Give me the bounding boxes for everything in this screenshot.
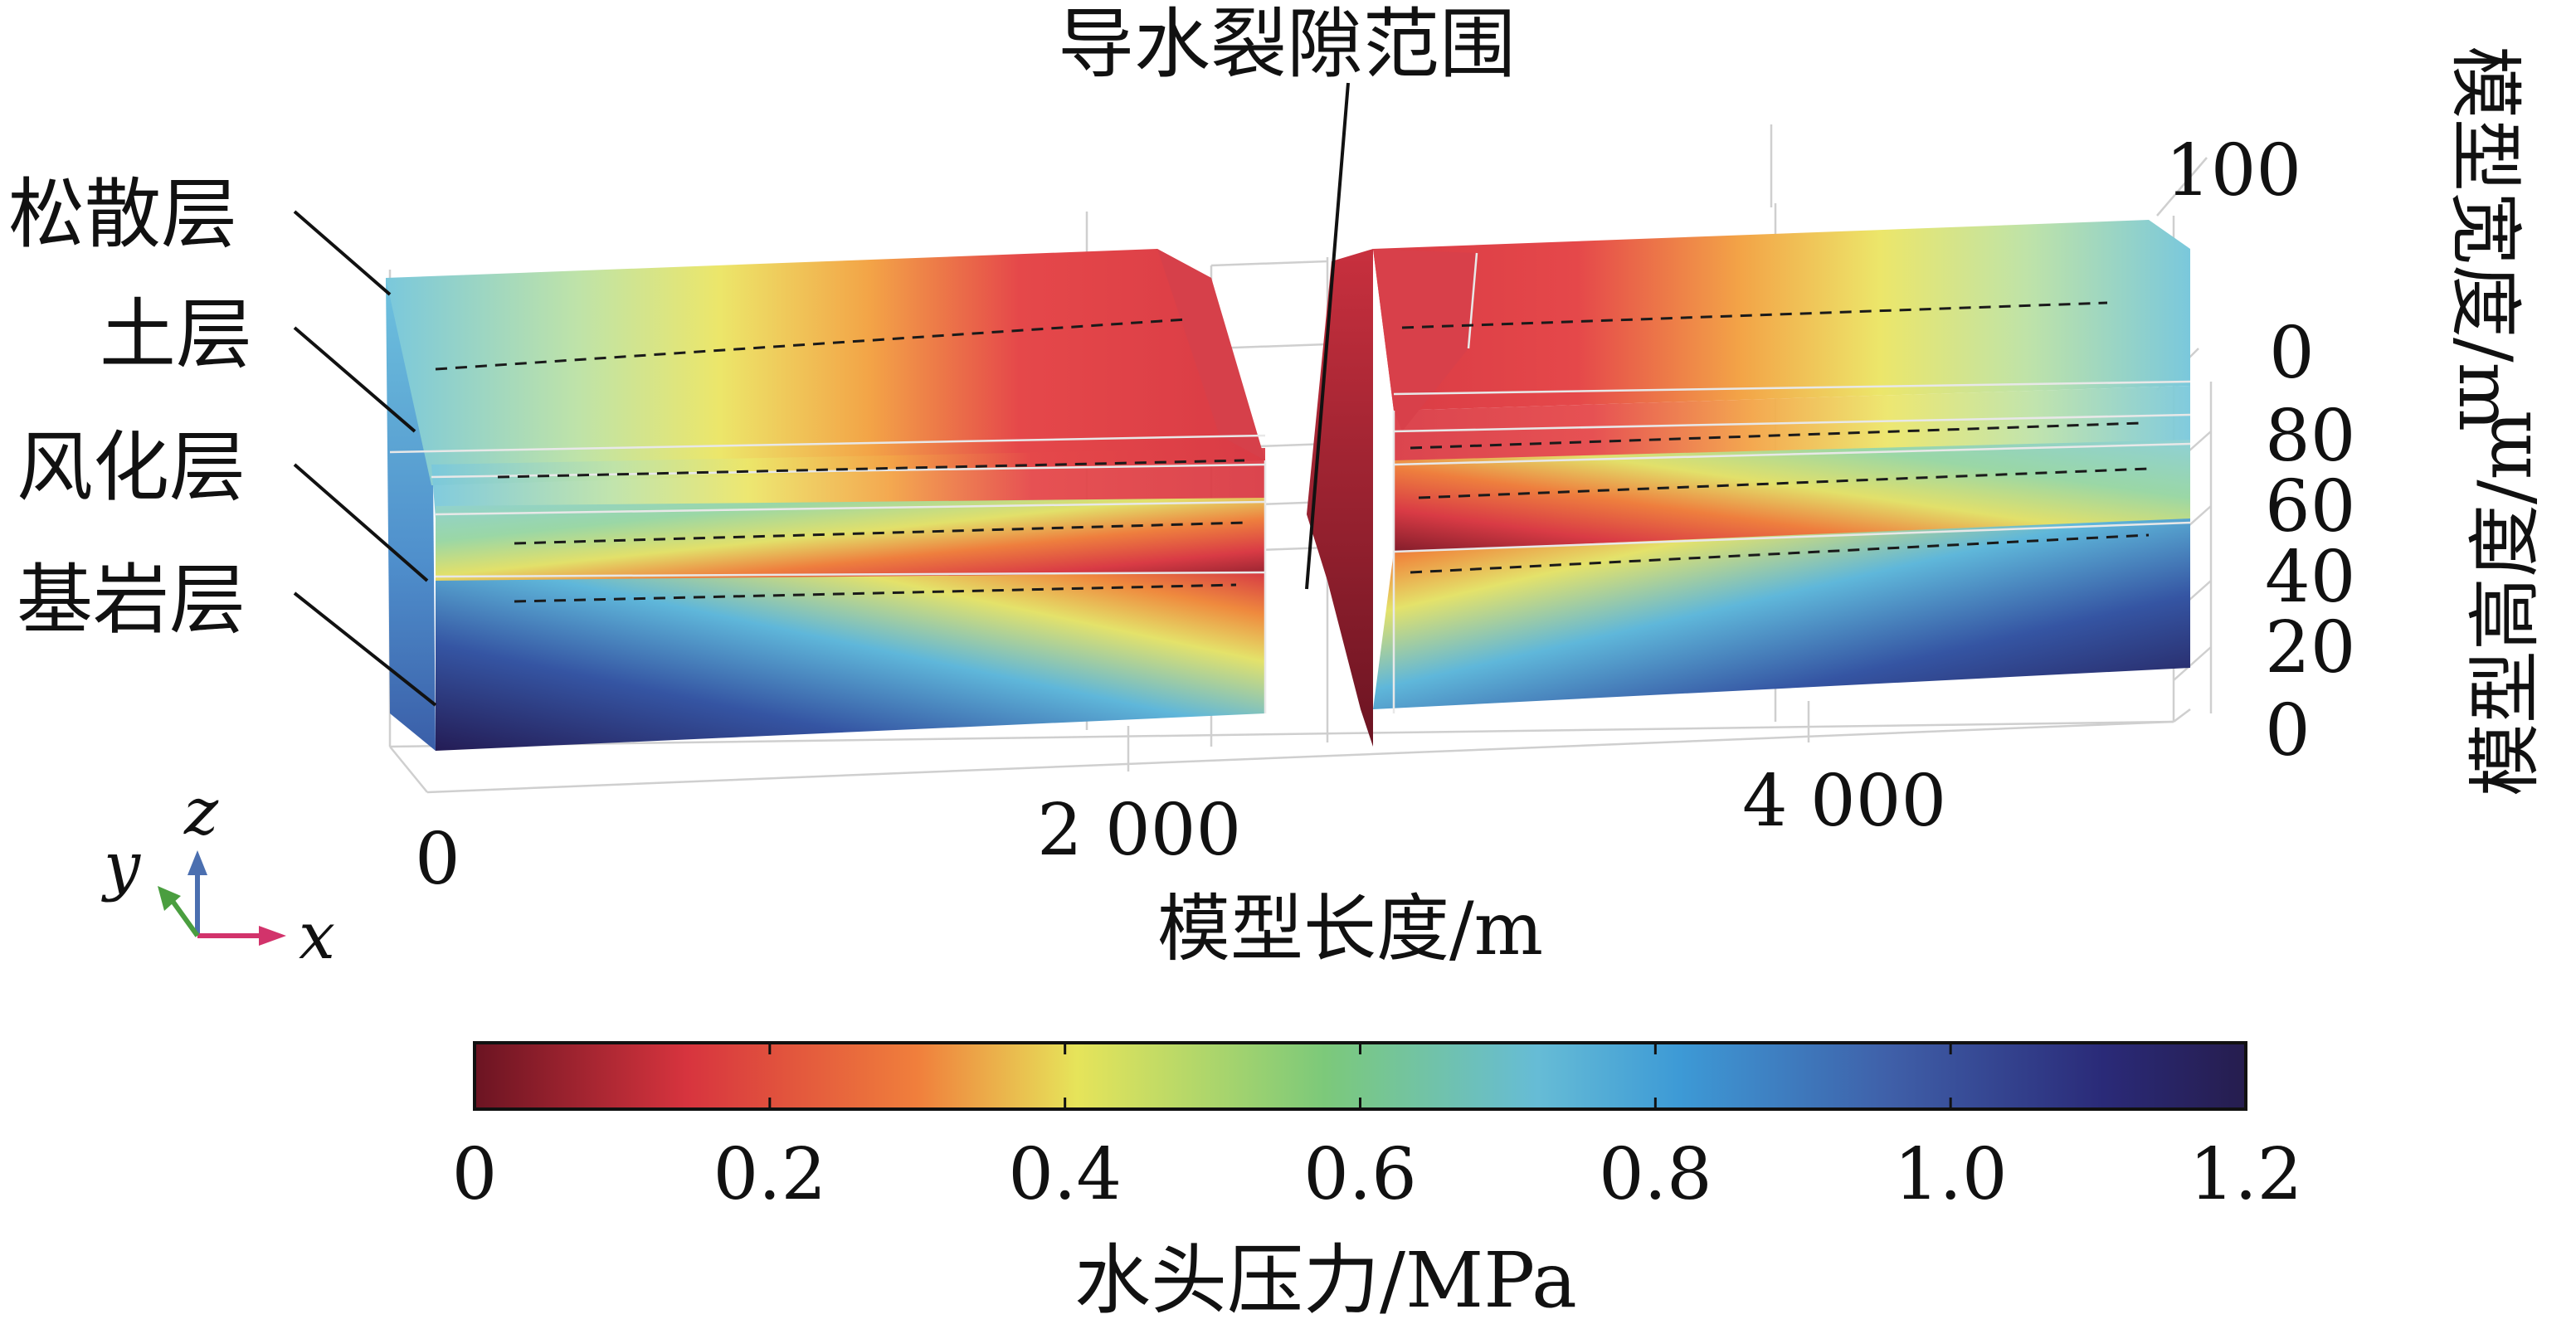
triad-z-arrow-icon (187, 850, 207, 875)
colorbar-tick-label: 1.0 (1894, 1133, 2008, 1216)
left-loose-layer (386, 249, 1265, 485)
colorbar: 0 0.2 0.4 0.6 0.8 1.0 1.2 水头压力/MPa (452, 1041, 2303, 1324)
layer-label-loose: 松散层 (8, 170, 237, 259)
leader-lines (293, 82, 1350, 707)
colorbar-tick-label: 0 (452, 1133, 498, 1216)
colorbar-tick-label: 1.2 (2189, 1133, 2303, 1216)
z-tick-20: 20 (2265, 606, 2355, 689)
triad-x-label: x (299, 899, 335, 974)
x-tick-0: 0 (415, 818, 460, 901)
z-tick-40: 40 (2265, 536, 2355, 619)
left-collapse-wedge (1157, 249, 1265, 460)
colorbar-ticks: 0 0.2 0.4 0.6 0.8 1.0 1.2 (452, 1043, 2303, 1216)
axis-triad: z y x (101, 775, 335, 974)
fracture-annotation: 导水裂隙范围 (1058, 0, 1516, 89)
x-tick-4000: 4 000 (1742, 760, 1946, 843)
left-weathered-layer (436, 498, 1265, 585)
layer-label-soil: 土层 (100, 290, 252, 379)
colorbar-tick-label: 0.8 (1599, 1133, 1712, 1216)
triad-y-arrow-icon (158, 886, 181, 911)
layer-label-weathered: 风化层 (17, 423, 246, 512)
colorbar-label: 水头压力/MPa (1074, 1236, 1577, 1324)
x-axis-label: 模型长度/m (1157, 886, 1543, 971)
x-tick-2000: 2 000 (1037, 789, 1241, 872)
y-tick-0: 0 (2269, 312, 2315, 395)
right-model-block (1307, 220, 2191, 747)
right-inner-face (1307, 249, 1373, 747)
flow-streamlines (435, 301, 2150, 603)
z-tick-60: 60 (2265, 465, 2355, 548)
colorbar-tick-label: 0.2 (713, 1133, 826, 1216)
triad-z-label: z (183, 775, 219, 849)
colorbar-tick-label: 0.6 (1303, 1133, 1417, 1216)
layer-label-bedrock: 基岩层 (17, 556, 246, 645)
z-axis-label: 模型高度/m (2462, 411, 2548, 796)
y-tick-100: 100 (2165, 129, 2301, 212)
right-collapse-wedge (1373, 249, 1477, 431)
left-bedrock-layer (436, 572, 1265, 751)
y-axis-label: 模型宽度/m (2442, 46, 2528, 431)
z-tick-80: 80 (2265, 395, 2355, 478)
triad-x-arrow-icon (259, 926, 286, 946)
triad-y-label: y (101, 829, 141, 903)
left-model-block (386, 249, 1267, 751)
z-tick-0: 0 (2265, 689, 2311, 772)
colorbar-tick-label: 0.4 (1008, 1133, 1122, 1216)
right-bedrock-layer (1373, 518, 2190, 709)
